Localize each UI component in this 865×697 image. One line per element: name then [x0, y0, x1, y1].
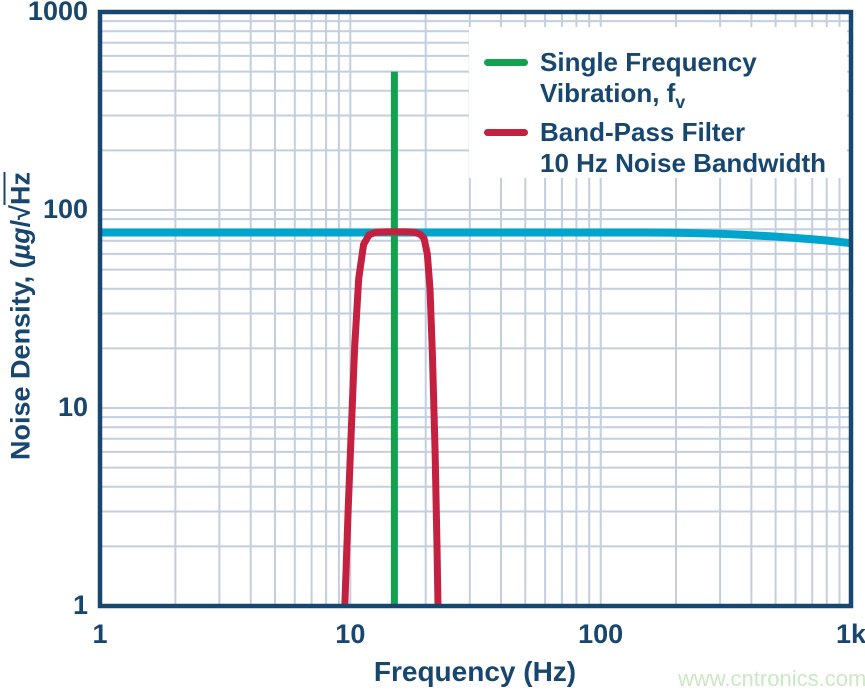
noise-density-floor-curve: [100, 228, 852, 248]
legend-swatch-band-pass-filter: [484, 129, 528, 137]
legend-label-single-frequency-vibration: Single Frequency Vibration, fv: [540, 47, 757, 117]
legend-swatch-single-frequency-vibration: [484, 59, 528, 66]
legend-label-line: Band-Pass Filter: [540, 117, 746, 148]
y-tick-label-10: 10: [57, 392, 88, 422]
legend-item-single-frequency-vibration: Single Frequency Vibration, fv: [469, 47, 847, 117]
x-tick-label-1k: 1k: [835, 619, 865, 649]
band-pass-filter-curve: [341, 228, 442, 607]
legend-item-band-pass-filter: Band-Pass Filter 10 Hz Noise Bandwidth: [469, 117, 847, 178]
legend-label-line: Single Frequency: [540, 47, 757, 77]
x-tick-label-100: 100: [578, 619, 624, 649]
legend-label-band-pass-filter: Band-Pass Filter 10 Hz Noise Bandwidth: [540, 117, 826, 178]
legend-label-line: 10 Hz Noise Bandwidth: [540, 147, 827, 178]
x-tick-label-10: 10: [335, 619, 366, 649]
x-axis-title: Frequency (Hz): [373, 656, 577, 687]
chart-legend: Single Frequency Vibration, fv Band-Pass F…: [469, 27, 847, 179]
x-tick-label-1: 1: [92, 619, 108, 649]
legend-label-line: Vibration, fv: [540, 77, 686, 112]
y-tick-label-1: 1: [72, 590, 88, 620]
y-tick-label-1000: 1000: [27, 0, 88, 26]
watermark: www.cntronics.com: [678, 666, 865, 691]
plot-frame: [97, 9, 854, 609]
y-tick-label-100: 100: [42, 194, 88, 224]
